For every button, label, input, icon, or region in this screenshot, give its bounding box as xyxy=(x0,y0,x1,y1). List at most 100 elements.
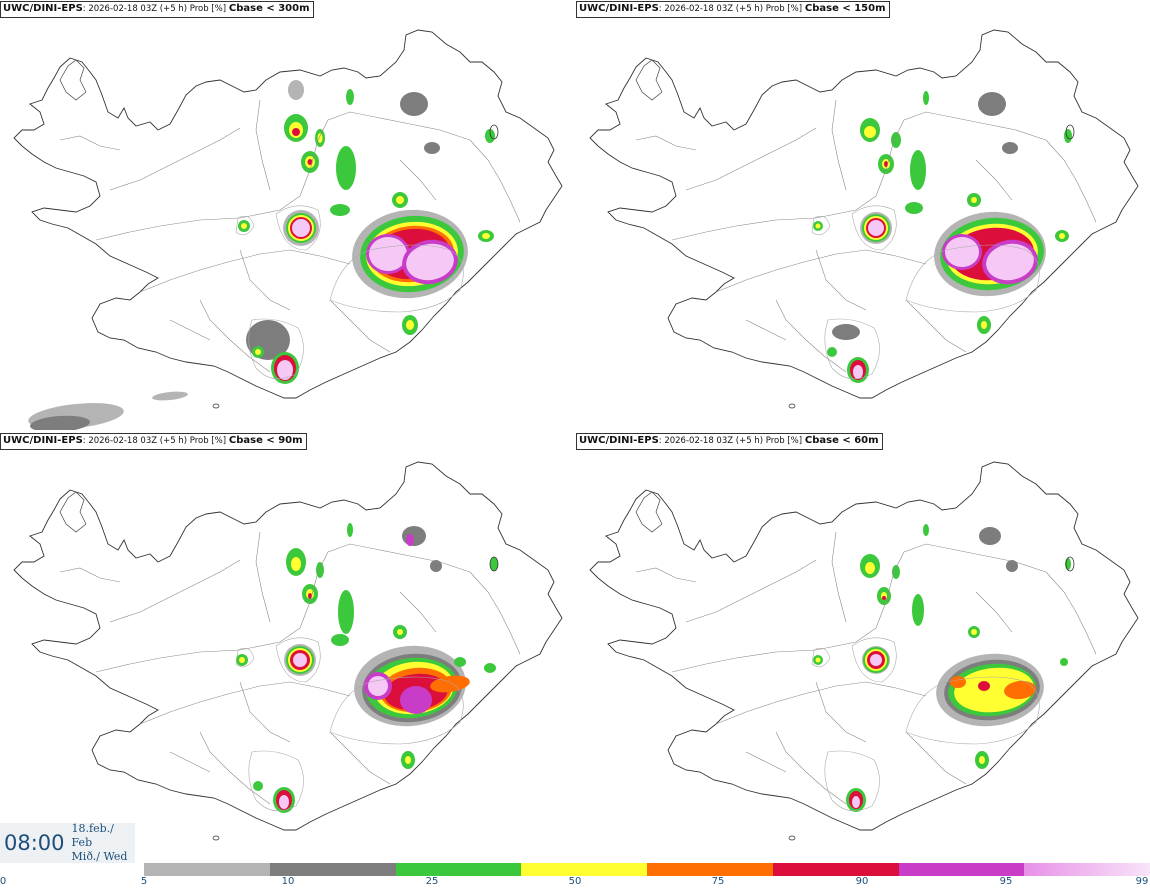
map-lines xyxy=(589,29,1139,409)
probability-area xyxy=(485,129,495,143)
coastline xyxy=(13,461,563,831)
region-border xyxy=(831,99,847,191)
probability-area xyxy=(405,756,411,764)
probability-area xyxy=(424,142,440,154)
region-border xyxy=(469,139,521,223)
region-border xyxy=(635,135,697,151)
probability-area xyxy=(865,562,875,574)
glacier-outline xyxy=(248,318,304,380)
panel-title: UWC/DINI-EPS: 2026-02-18 03Z (+5 h) Prob… xyxy=(576,433,883,450)
colorbar-tick-labels: 0 5 10 25 50 75 90 95 99 xyxy=(0,876,1150,890)
probability-area xyxy=(979,756,985,764)
probability-area xyxy=(30,415,90,430)
region-border xyxy=(815,249,867,311)
variable-label: Cbase < 150m xyxy=(804,3,886,14)
probability-area xyxy=(891,132,901,148)
probability-area xyxy=(482,233,490,239)
region-border xyxy=(975,159,1013,201)
coastline xyxy=(13,29,563,399)
probability-area xyxy=(241,223,247,229)
island-outline xyxy=(788,835,796,841)
probability-area xyxy=(981,321,987,329)
region-border xyxy=(745,751,787,773)
region-border xyxy=(775,299,847,373)
probability-area xyxy=(870,654,882,666)
region-border xyxy=(139,249,351,293)
probability-area xyxy=(307,159,313,165)
panel-title: UWC/DINI-EPS: 2026-02-18 03Z (+5 h) Prob… xyxy=(0,433,307,450)
colorbar-tick-label: 50 xyxy=(568,876,582,887)
run-info: : 2026-02-18 03Z (+5 h) Prob [%] xyxy=(82,436,227,446)
region-border xyxy=(199,299,271,373)
probability-area xyxy=(868,220,884,236)
probability-area xyxy=(430,675,470,693)
model-name: UWC/DINI-EPS xyxy=(3,3,83,14)
model-name: UWC/DINI-EPS xyxy=(3,435,83,446)
colorbar-tick-label: 99 xyxy=(1135,876,1149,887)
region-border xyxy=(815,681,867,743)
probability-area xyxy=(317,133,323,143)
coastline-inlet xyxy=(635,491,663,533)
probability-area xyxy=(406,320,414,330)
probability-area xyxy=(255,349,261,355)
glacier-outline xyxy=(851,205,897,251)
probability-field xyxy=(28,80,495,430)
region-border xyxy=(469,571,521,655)
region-border xyxy=(95,195,301,241)
probability-area xyxy=(239,657,245,663)
probability-area xyxy=(316,562,324,578)
region-border xyxy=(59,135,121,151)
coastline-inlet xyxy=(59,59,87,101)
colorbar-segment xyxy=(647,863,773,876)
probability-area xyxy=(291,557,301,571)
region-border xyxy=(169,319,211,341)
island-outline xyxy=(212,403,220,409)
iceland-map xyxy=(13,461,563,841)
region-border xyxy=(905,299,967,353)
probability-area xyxy=(330,204,350,216)
colorbar-segment xyxy=(144,863,270,876)
island-outline xyxy=(1065,124,1075,140)
probability-area xyxy=(396,196,404,204)
probability-area xyxy=(864,126,876,138)
probability-area xyxy=(978,681,990,691)
colorbar-segment xyxy=(269,863,396,876)
glacier-outline xyxy=(248,750,304,812)
probability-area xyxy=(892,565,900,579)
probability-area xyxy=(882,596,886,600)
probability-area xyxy=(971,197,977,203)
probability-colorbar xyxy=(144,863,1150,876)
probability-area xyxy=(986,243,1034,281)
probability-area xyxy=(369,237,407,271)
probability-area xyxy=(1064,129,1072,143)
coastline xyxy=(589,461,1139,831)
probability-area xyxy=(292,128,300,136)
region-border xyxy=(109,559,241,623)
probability-area xyxy=(402,526,426,546)
probability-area xyxy=(397,629,403,635)
probability-area xyxy=(827,347,837,357)
probability-area xyxy=(336,146,356,190)
colorbar-segment xyxy=(772,863,899,876)
region-border xyxy=(715,681,927,725)
map-panel-90m: UWC/DINI-EPS: 2026-02-18 03Z (+5 h) Prob… xyxy=(0,432,574,862)
map-lines xyxy=(13,29,563,409)
region-border xyxy=(329,731,391,785)
run-info: : 2026-02-18 03Z (+5 h) Prob [%] xyxy=(82,4,227,14)
region-border xyxy=(671,627,877,673)
glacier-outline xyxy=(329,676,464,745)
colorbar-segment xyxy=(395,863,522,876)
probability-area xyxy=(253,781,263,791)
probability-area xyxy=(852,796,860,808)
iceland-map xyxy=(13,29,563,430)
probability-area xyxy=(912,594,924,626)
probability-area xyxy=(406,243,454,281)
probability-area xyxy=(484,663,496,673)
probability-area xyxy=(1002,142,1018,154)
probability-area xyxy=(288,80,304,100)
probability-area xyxy=(815,657,821,663)
region-border xyxy=(671,195,877,241)
region-border xyxy=(169,751,211,773)
colorbar-segment xyxy=(898,863,1025,876)
colorbar-tick-label: 5 xyxy=(140,876,148,887)
